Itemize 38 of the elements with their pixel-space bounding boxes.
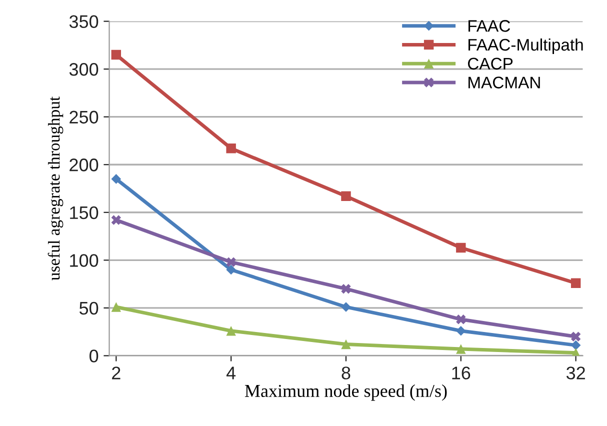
y-tick-label: 350 — [69, 15, 98, 28]
y-tick-label: 300 — [69, 63, 98, 76]
y-tick-label: 200 — [70, 158, 98, 172]
y-tick-label: 250 — [70, 110, 98, 124]
point — [226, 144, 236, 154]
y-axis-title: useful agregrate throughput — [48, 96, 64, 280]
point — [111, 50, 122, 60]
legend-label: CACP — [468, 58, 513, 70]
point — [570, 332, 581, 342]
point — [570, 340, 581, 350]
y-tick-label: 150 — [70, 206, 98, 220]
x-tick-label: 32 — [566, 366, 585, 380]
point — [456, 314, 466, 324]
legend-label: MACMAN — [468, 76, 540, 88]
point — [226, 257, 236, 267]
x-tick-label: 4 — [226, 366, 236, 380]
point — [570, 278, 581, 288]
x-tick-label: 2 — [112, 366, 120, 380]
point — [341, 191, 351, 202]
point — [456, 326, 466, 336]
point — [111, 174, 122, 184]
y-tick-label: 100 — [70, 254, 98, 267]
point — [226, 326, 236, 336]
legend-label: FAAC-Multipath — [468, 38, 583, 54]
x-tick-label: 16 — [452, 366, 470, 380]
x-tick-label: 8 — [342, 366, 350, 380]
point — [456, 242, 466, 253]
point — [226, 264, 236, 275]
y-tick-label: 0 — [90, 350, 98, 362]
legend-label: FAAC — [468, 20, 510, 32]
point — [111, 302, 122, 312]
point — [111, 215, 122, 225]
point — [341, 284, 351, 294]
y-tick-label: 50 — [79, 302, 98, 315]
point — [341, 302, 351, 312]
point — [341, 339, 351, 350]
point — [456, 344, 466, 354]
x-axis-title: Maximum node speed (m/s) — [244, 384, 447, 401]
